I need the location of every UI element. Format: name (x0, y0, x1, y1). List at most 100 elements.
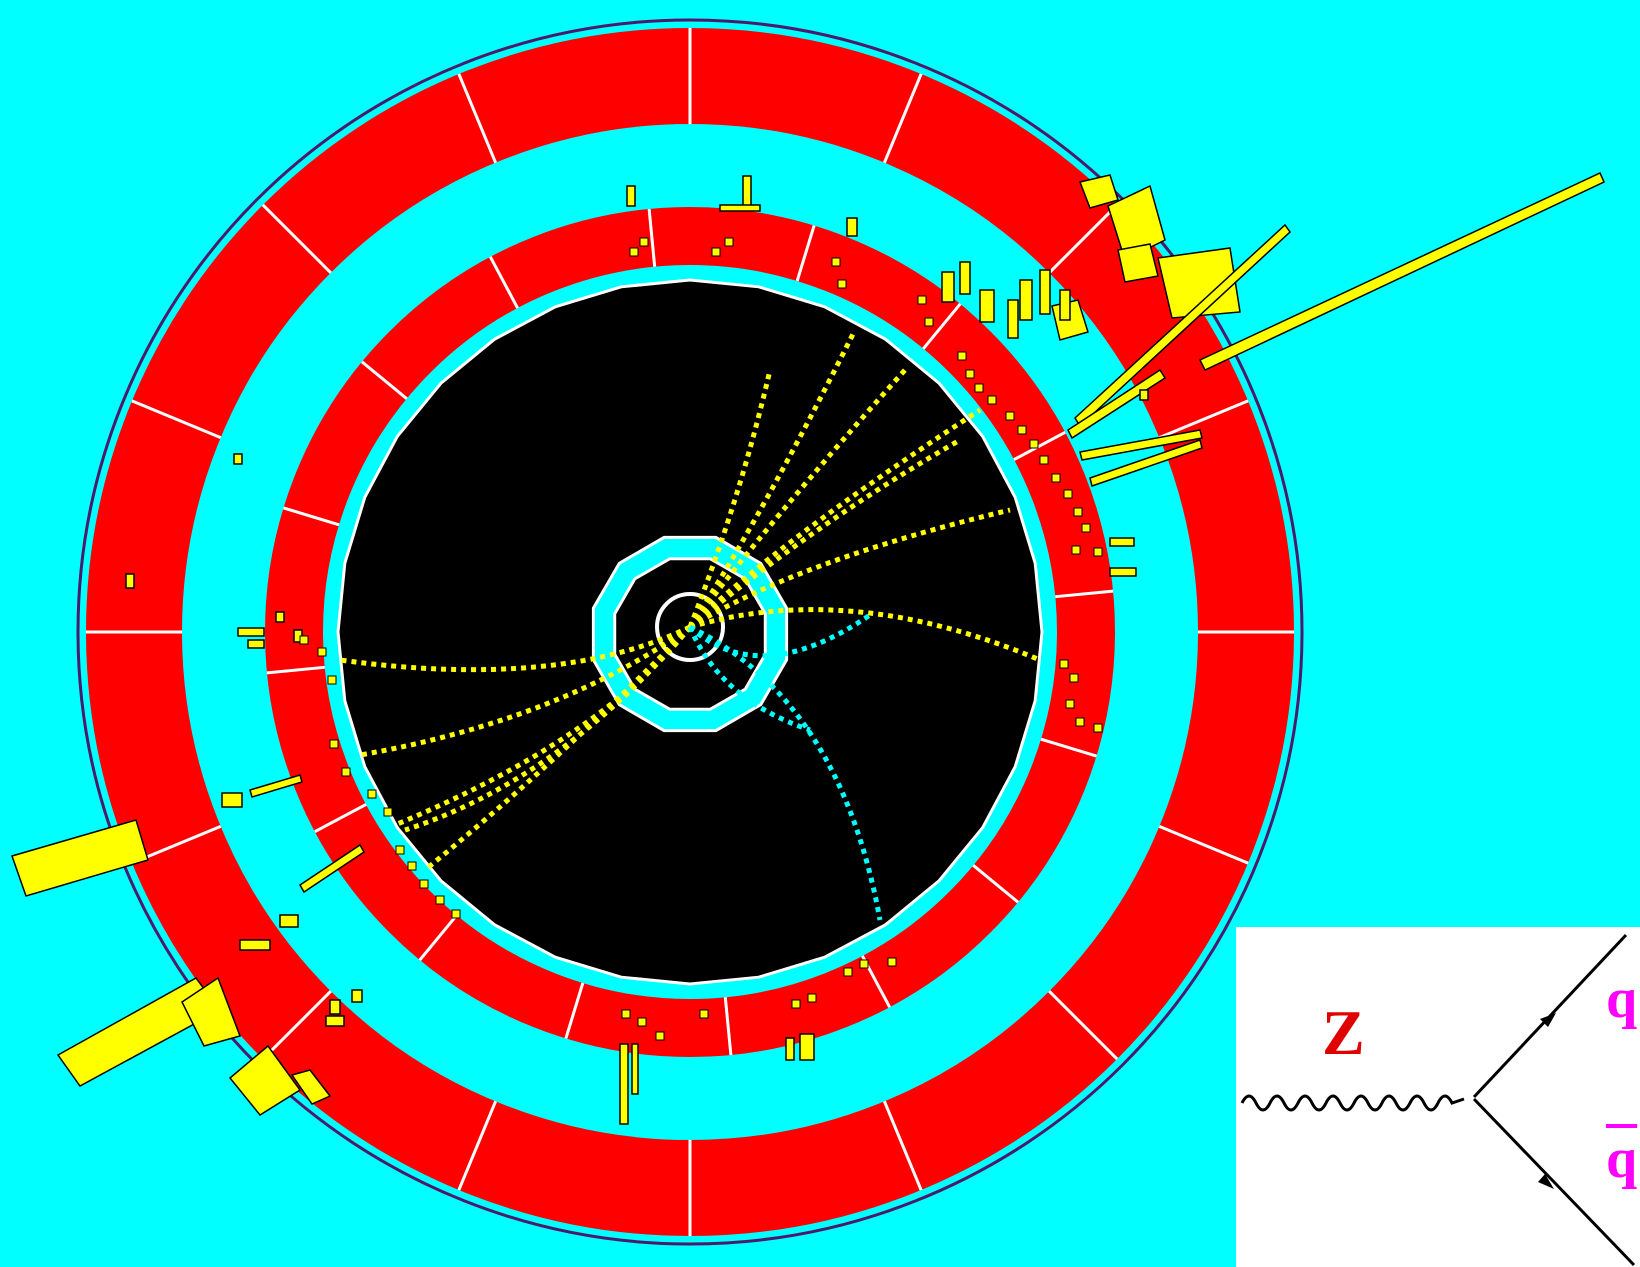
charged-tracks (339, 328, 1041, 921)
track (688, 437, 962, 629)
ecal-hit (1039, 455, 1049, 465)
ecal-hit (1093, 723, 1103, 733)
track (687, 626, 811, 733)
z-boson-propagator (1240, 1094, 1465, 1112)
module-divider (1055, 589, 1114, 599)
ecal-hit (383, 807, 393, 817)
energy-deposits (11, 171, 1605, 1125)
ecal-hit (957, 351, 967, 361)
module-divider (723, 997, 733, 1056)
module-divider (1048, 990, 1119, 1061)
ecal-hit (395, 845, 405, 855)
module-divider (795, 225, 816, 282)
ecal-hit (974, 383, 984, 393)
ecal-hit (1071, 545, 1081, 555)
ecal-hit (629, 247, 639, 257)
ecal-hit (1075, 717, 1085, 727)
vertex-detector-inner (613, 557, 767, 711)
ecal-hit (843, 967, 853, 977)
module-divider (266, 665, 325, 675)
module-divider (883, 73, 923, 164)
track (394, 625, 692, 828)
ecal-hit (887, 957, 897, 967)
ecal-hit (1051, 473, 1061, 483)
feynman-diagram-inset: Z q q (1236, 927, 1640, 1267)
module-divider (647, 208, 657, 267)
ecal-hit (419, 879, 429, 889)
quark-label: q (1606, 968, 1638, 1030)
module-divider (457, 1100, 497, 1191)
module-divider (261, 990, 332, 1061)
track (359, 624, 692, 758)
module-divider (883, 1100, 923, 1191)
ecal-hit (837, 279, 847, 289)
feynman-diagram (1240, 933, 1636, 1267)
ecal-hit (1029, 439, 1039, 449)
ecal-hit (1059, 659, 1069, 669)
ecal-hit (987, 395, 997, 405)
ecal-hit (327, 675, 337, 685)
ecal-hit (329, 739, 339, 749)
module-divider (1158, 399, 1249, 439)
quark-arrow-icon (1540, 1013, 1556, 1027)
ecal-hit (1063, 489, 1073, 499)
ecal-hit (1017, 425, 1027, 435)
module-divider (261, 203, 332, 274)
ecal-hit (317, 647, 327, 657)
ecal-hit (791, 999, 801, 1009)
module-divider (457, 73, 497, 164)
ecal-hit (1069, 673, 1079, 683)
track (687, 369, 773, 628)
ecal-hit (831, 257, 841, 267)
module-divider (1048, 203, 1119, 274)
ecal-hit (621, 1009, 631, 1019)
ecal-hit (1073, 507, 1083, 517)
ecal-hit (699, 1009, 709, 1019)
track (688, 407, 982, 629)
ecal-hit (724, 237, 734, 247)
jet-tower-left-1 (11, 819, 149, 897)
ecal-hit (1065, 699, 1075, 709)
module-divider (418, 914, 458, 961)
ecal-hit (367, 789, 377, 799)
track (687, 368, 907, 629)
module-divider (1040, 737, 1097, 758)
module-divider (131, 399, 222, 439)
module-divider (972, 864, 1019, 904)
module-divider (361, 360, 408, 400)
beam-pipe (655, 592, 725, 662)
antiquark-label: q (1606, 1128, 1638, 1190)
ecal-hit (1081, 523, 1091, 533)
module-divider (489, 256, 519, 309)
ecal-hit (435, 895, 445, 905)
track (423, 625, 692, 872)
ecal-hit (451, 909, 461, 919)
ecal-hit (917, 295, 927, 305)
ecal-hit (407, 861, 417, 871)
ecal-hits (299, 237, 1103, 1041)
ecal-hit (637, 1017, 647, 1027)
ecal-hit (807, 993, 817, 1003)
ecal-hit (1093, 547, 1103, 557)
module-divider (1013, 431, 1066, 461)
antiquark-arrow-icon (1538, 1174, 1554, 1189)
ecal-hit (341, 767, 351, 777)
antiquark-line (1472, 1097, 1636, 1267)
module-divider (1158, 825, 1249, 865)
track (688, 612, 872, 659)
ecal-hit (299, 635, 309, 645)
module-divider (283, 506, 340, 527)
track (689, 607, 1041, 663)
ecal-hit (639, 237, 649, 247)
module-divider (922, 303, 962, 350)
ecal-hit (711, 247, 721, 257)
hadron-calorimeter (86, 28, 1294, 1236)
module-divider (564, 982, 585, 1039)
ecal-hit (655, 1031, 665, 1041)
ecal-hit (965, 369, 975, 379)
z-boson-label: Z (1322, 997, 1365, 1068)
ecal-hit (924, 317, 934, 327)
jet-tower-long-1 (1198, 171, 1605, 371)
ecal-hit (1005, 411, 1015, 421)
